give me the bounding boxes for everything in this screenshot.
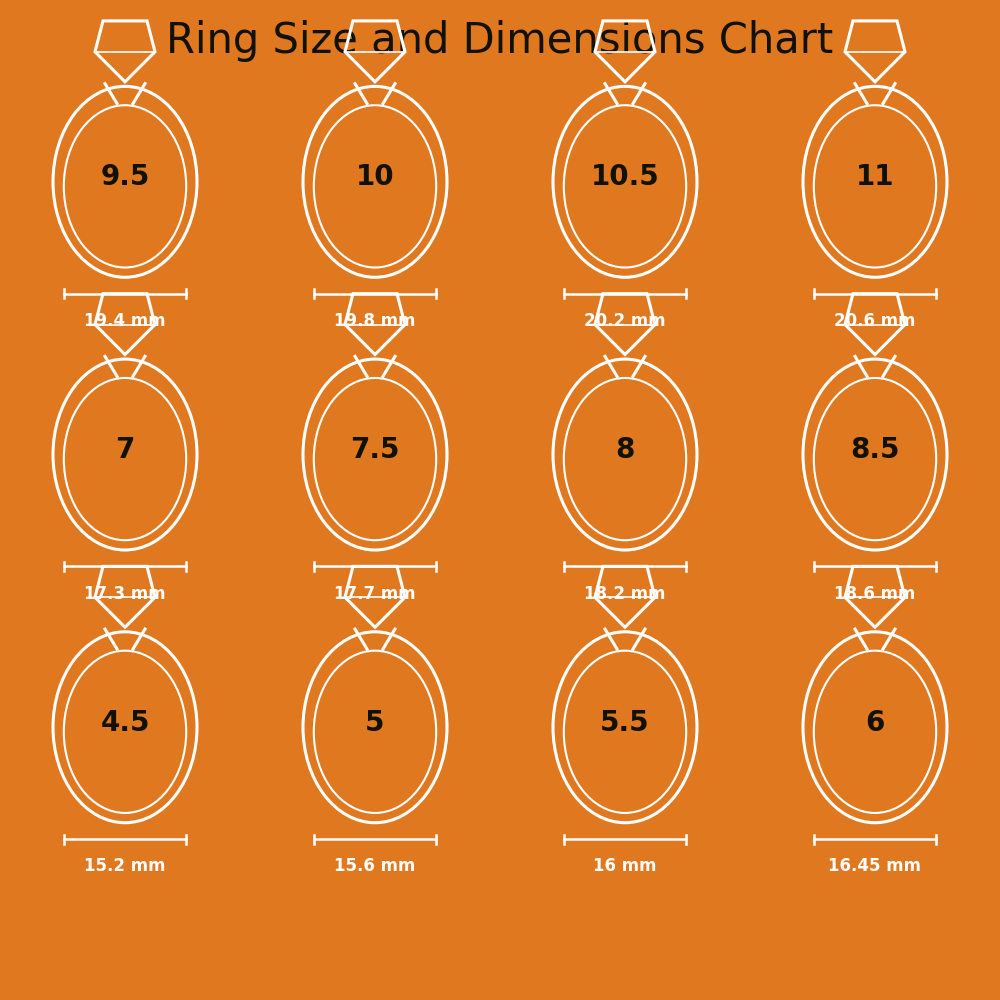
Text: 5: 5 [365,709,385,737]
Text: Ring Size and Dimensions Chart: Ring Size and Dimensions Chart [166,20,834,62]
Text: 11: 11 [856,163,894,191]
Text: 19.8 mm: 19.8 mm [334,312,416,330]
Text: 19.4 mm: 19.4 mm [84,312,166,330]
Text: 17.3 mm: 17.3 mm [84,585,166,603]
Text: 16 mm: 16 mm [593,857,657,875]
Text: 10.5: 10.5 [591,163,659,191]
Text: 8: 8 [615,436,635,464]
Text: 20.6 mm: 20.6 mm [834,312,916,330]
Text: 18.6 mm: 18.6 mm [834,585,916,603]
Text: 18.2 mm: 18.2 mm [584,585,666,603]
Text: 7: 7 [115,436,135,464]
Text: 17.7 mm: 17.7 mm [334,585,416,603]
Text: 5.5: 5.5 [600,709,650,737]
Text: 7.5: 7.5 [350,436,400,464]
Text: 6: 6 [865,709,885,737]
Text: 10: 10 [356,163,394,191]
Text: 4.5: 4.5 [100,709,150,737]
Text: 8.5: 8.5 [850,436,900,464]
Text: 9.5: 9.5 [100,163,150,191]
Text: 15.2 mm: 15.2 mm [84,857,166,875]
Text: 20.2 mm: 20.2 mm [584,312,666,330]
Text: 16.45 mm: 16.45 mm [828,857,922,875]
Text: 15.6 mm: 15.6 mm [334,857,416,875]
